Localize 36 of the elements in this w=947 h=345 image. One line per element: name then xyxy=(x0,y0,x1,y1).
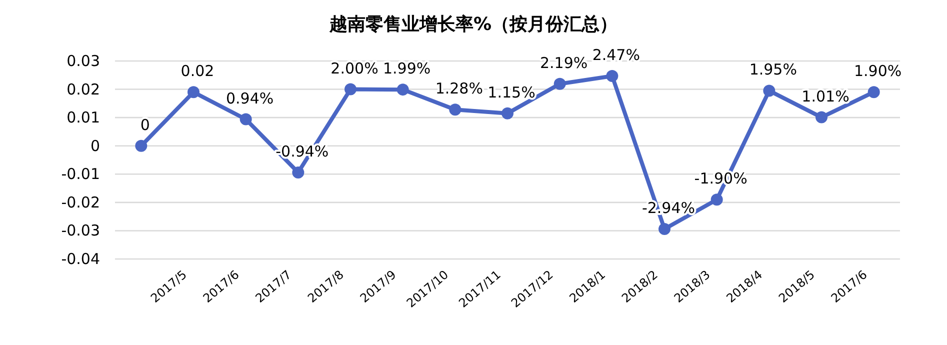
data-label: 0 xyxy=(140,116,150,134)
chart-title: 越南零售业增长率%（按月份汇总） xyxy=(328,14,618,35)
point xyxy=(135,140,148,152)
point xyxy=(763,84,776,97)
y-tick-label: -0.04 xyxy=(61,250,100,268)
data-label: 1.95% xyxy=(749,60,797,79)
point xyxy=(868,86,880,98)
point xyxy=(240,113,252,126)
data-label: 2.47% xyxy=(592,46,640,64)
data-label: 1.28% xyxy=(435,80,483,98)
point xyxy=(449,104,462,116)
point xyxy=(554,78,566,90)
point xyxy=(396,84,409,96)
data-label: 0.02 xyxy=(180,62,214,80)
point xyxy=(292,166,304,178)
point xyxy=(344,83,356,96)
data-label: 0.94% xyxy=(226,89,274,108)
point xyxy=(816,111,828,124)
point xyxy=(658,223,670,236)
data-label: 2.00% xyxy=(330,59,378,78)
data-label: 1.15% xyxy=(488,83,536,102)
point xyxy=(606,70,618,82)
data-label: 1.99% xyxy=(383,60,431,78)
y-tick-label: 0.02 xyxy=(66,80,100,98)
point xyxy=(710,194,723,206)
y-tick-label: -0.03 xyxy=(61,222,100,240)
y-tick-label: -0.01 xyxy=(61,165,100,184)
y-tick-label: 0.01 xyxy=(66,108,100,127)
data-label: 2.19% xyxy=(540,54,588,72)
point xyxy=(502,107,514,120)
y-tick-label: 0 xyxy=(90,136,100,155)
y-tick-label: -0.02 xyxy=(61,193,100,212)
data-label: 1.90% xyxy=(854,62,902,80)
data-label: 1.01% xyxy=(802,87,850,106)
point xyxy=(188,86,200,98)
y-tick-label: 0.03 xyxy=(66,52,100,70)
